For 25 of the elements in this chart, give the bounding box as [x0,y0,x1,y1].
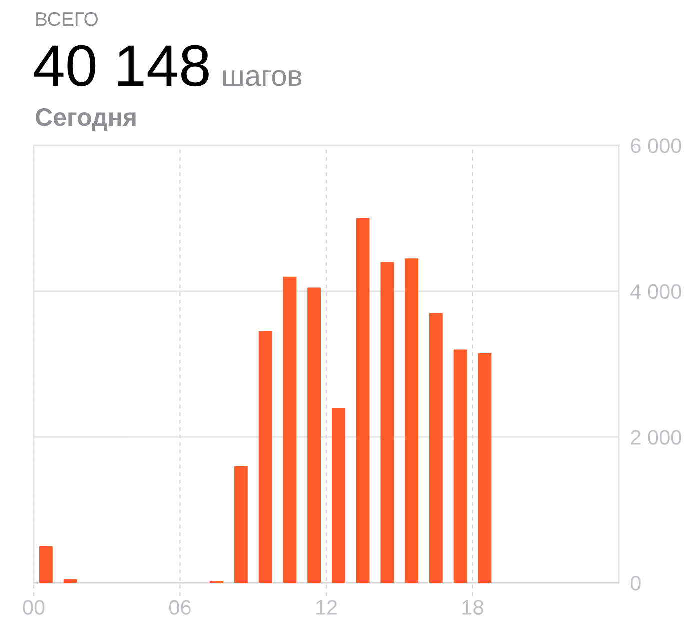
bar [429,313,443,583]
bar [356,218,370,583]
text: шагов [224,70,302,86]
bar [405,258,419,583]
y-tick-label: 4 000 [630,284,682,300]
bar [283,276,297,583]
bar [64,579,78,583]
x-tick-label: 18 [462,600,484,615]
y-tick-label: 6 000 [631,138,682,154]
bar [258,331,272,583]
bar [308,288,322,583]
chart-subtitle: Сегодня [36,108,136,131]
bar [380,262,394,583]
bar [332,408,346,583]
x-tick-label: 06 [169,600,191,615]
text: ВСЕГО [36,12,98,26]
chart-title: 40 148 [34,45,209,87]
bar [39,546,53,583]
y-tick-label: 2 000 [631,430,682,445]
bar [478,353,492,583]
bar [454,350,468,583]
x-tick-label: 12 [316,600,338,615]
y-tick-label: 0 [630,576,641,591]
x-tick-label: 00 [23,600,45,615]
bar [234,466,248,583]
